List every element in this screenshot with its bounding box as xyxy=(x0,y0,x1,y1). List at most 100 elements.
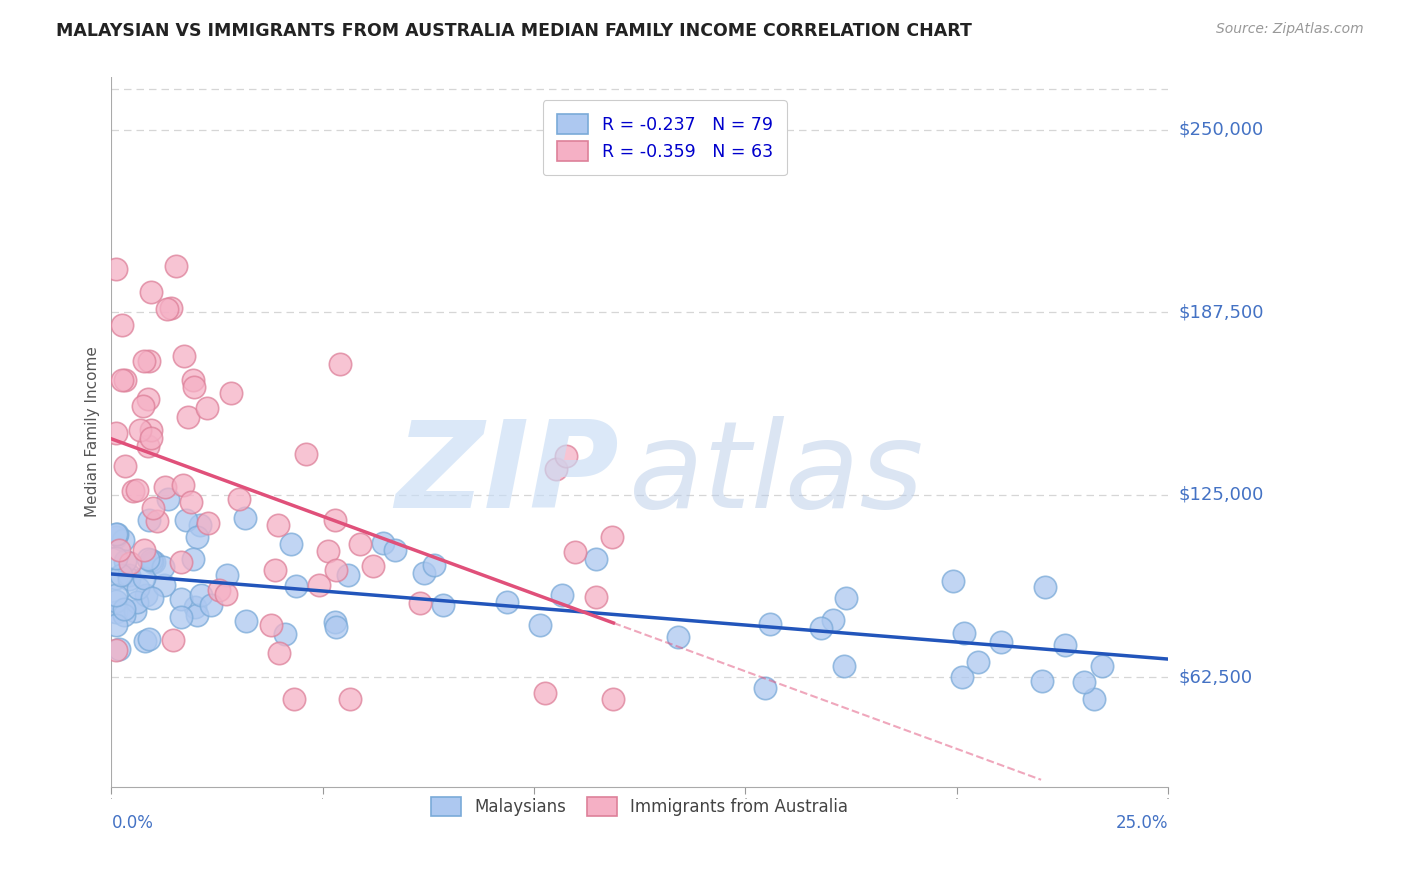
Text: 0.0%: 0.0% xyxy=(111,814,153,832)
Point xyxy=(1033,580,1056,594)
Point xyxy=(264,563,287,577)
Point xyxy=(280,537,302,551)
Point xyxy=(219,386,242,401)
Point xyxy=(1031,673,1053,688)
Point xyxy=(122,483,145,498)
Point xyxy=(323,615,346,629)
Point xyxy=(134,634,156,648)
Point xyxy=(105,618,128,632)
Point xyxy=(105,527,128,541)
Point xyxy=(173,349,195,363)
Point xyxy=(138,513,160,527)
Point xyxy=(325,620,347,634)
Point xyxy=(165,259,187,273)
Point xyxy=(349,537,371,551)
Point xyxy=(170,610,193,624)
Point xyxy=(942,574,965,588)
Point xyxy=(114,458,136,473)
Point xyxy=(337,568,360,582)
Point xyxy=(153,578,176,592)
Legend: Malaysians, Immigrants from Australia: Malaysians, Immigrants from Australia xyxy=(423,789,856,824)
Point xyxy=(215,587,238,601)
Point xyxy=(104,571,127,585)
Point xyxy=(325,563,347,577)
Text: $62,500: $62,500 xyxy=(1180,668,1253,686)
Point xyxy=(104,425,127,440)
Point xyxy=(602,530,624,544)
Point xyxy=(136,392,159,407)
Point xyxy=(125,595,148,609)
Text: $187,500: $187,500 xyxy=(1180,303,1264,321)
Point xyxy=(529,618,551,632)
Point xyxy=(967,656,990,670)
Point xyxy=(138,632,160,646)
Point xyxy=(114,554,136,568)
Point xyxy=(125,483,148,497)
Point xyxy=(200,598,222,612)
Text: $250,000: $250,000 xyxy=(1180,121,1264,139)
Point xyxy=(423,558,446,572)
Point xyxy=(544,461,567,475)
Point xyxy=(141,555,163,569)
Point xyxy=(145,514,167,528)
Point xyxy=(1091,658,1114,673)
Point xyxy=(142,555,165,569)
Point xyxy=(496,595,519,609)
Y-axis label: Median Family Income: Median Family Income xyxy=(86,347,100,517)
Point xyxy=(267,646,290,660)
Point xyxy=(139,431,162,445)
Point xyxy=(132,542,155,557)
Point xyxy=(534,686,557,700)
Point xyxy=(174,513,197,527)
Point xyxy=(104,550,127,565)
Point xyxy=(585,590,607,604)
Point xyxy=(127,581,149,595)
Point xyxy=(152,560,174,574)
Point xyxy=(170,555,193,569)
Point xyxy=(104,643,127,657)
Point xyxy=(104,606,127,620)
Point xyxy=(118,572,141,586)
Point xyxy=(186,608,208,623)
Point xyxy=(308,578,330,592)
Point xyxy=(112,533,135,548)
Point xyxy=(1073,675,1095,690)
Point xyxy=(136,439,159,453)
Point xyxy=(285,579,308,593)
Text: 25.0%: 25.0% xyxy=(1115,814,1168,832)
Point xyxy=(170,592,193,607)
Point xyxy=(564,545,586,559)
Text: ZIP: ZIP xyxy=(395,416,619,533)
Point xyxy=(118,556,141,570)
Text: Source: ZipAtlas.com: Source: ZipAtlas.com xyxy=(1216,22,1364,37)
Text: atlas: atlas xyxy=(628,416,924,533)
Point xyxy=(283,692,305,706)
Point xyxy=(135,588,157,602)
Point xyxy=(104,589,127,603)
Point xyxy=(339,692,361,706)
Point xyxy=(153,480,176,494)
Point xyxy=(112,602,135,616)
Point xyxy=(139,285,162,299)
Point xyxy=(183,380,205,394)
Point xyxy=(108,543,131,558)
Point xyxy=(134,571,156,585)
Point xyxy=(1054,638,1077,652)
Point xyxy=(260,618,283,632)
Point xyxy=(124,604,146,618)
Point xyxy=(181,551,204,566)
Point xyxy=(361,559,384,574)
Point xyxy=(316,544,339,558)
Point xyxy=(832,659,855,673)
Point xyxy=(111,318,134,333)
Point xyxy=(821,613,844,627)
Point xyxy=(432,598,454,612)
Point xyxy=(181,373,204,387)
Point xyxy=(111,373,134,387)
Point xyxy=(950,670,973,684)
Point xyxy=(186,530,208,544)
Point xyxy=(104,526,127,541)
Point xyxy=(188,518,211,533)
Point xyxy=(409,596,432,610)
Point xyxy=(104,262,127,277)
